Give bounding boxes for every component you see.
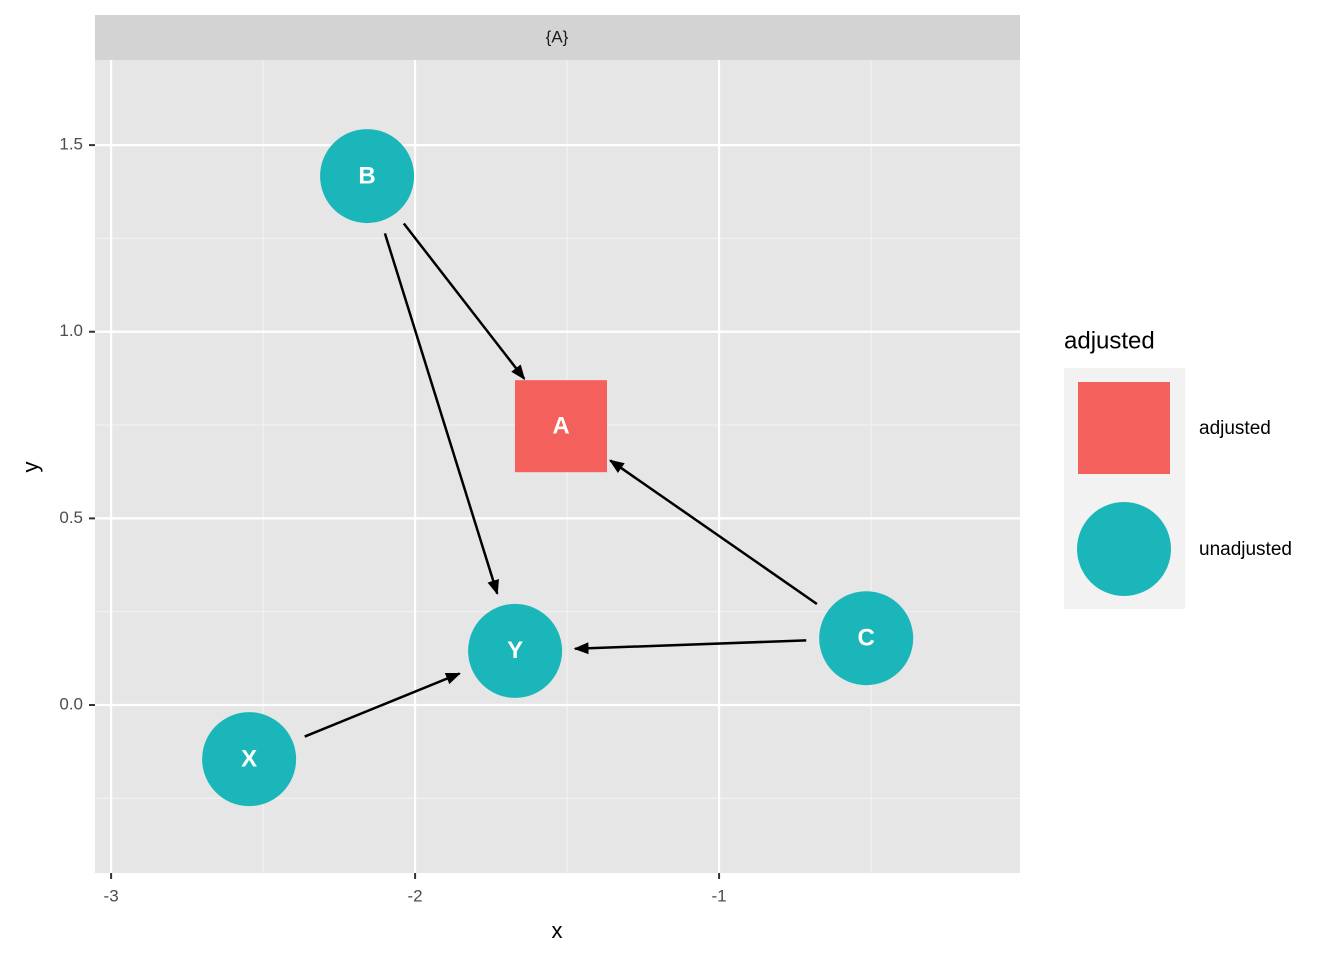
legend: adjusted unadjusted [1077,382,1292,596]
y-tick-label: 1.0 [59,321,83,340]
edge [402,222,526,380]
edge [304,672,461,738]
edge [609,459,818,606]
x-axis-title: x [552,918,563,943]
node-circle [1077,502,1171,596]
edges [304,222,818,738]
y-tick-label: 0.0 [59,695,83,714]
edge [573,639,807,655]
nodes: A B Y C X [202,129,914,807]
node-circle [819,591,914,686]
x-tick-label: -3 [104,886,119,905]
edge [383,232,499,596]
node-circle [202,712,297,807]
node-label: Y [507,637,523,664]
node-square [514,380,607,473]
legend-label: adjusted [1199,418,1271,439]
grid [95,60,1020,873]
node-circle [468,603,563,698]
node-label: A [552,413,569,440]
strip-label: {A} [546,27,569,46]
legend-title: adjusted [1064,327,1155,354]
node-circle [320,129,415,224]
node-square [1078,382,1170,474]
node-label: X [241,745,257,772]
node-label: B [358,162,375,189]
x-tick-label: -1 [712,886,727,905]
legend-label: unadjusted [1199,539,1292,560]
strip [95,15,1020,60]
x-tick-label: -2 [408,886,423,905]
y-tick-label: 1.5 [59,135,83,154]
y-axis-title: y [18,462,43,473]
y-tick-label: 0.5 [59,508,83,527]
node-label: C [858,625,875,652]
